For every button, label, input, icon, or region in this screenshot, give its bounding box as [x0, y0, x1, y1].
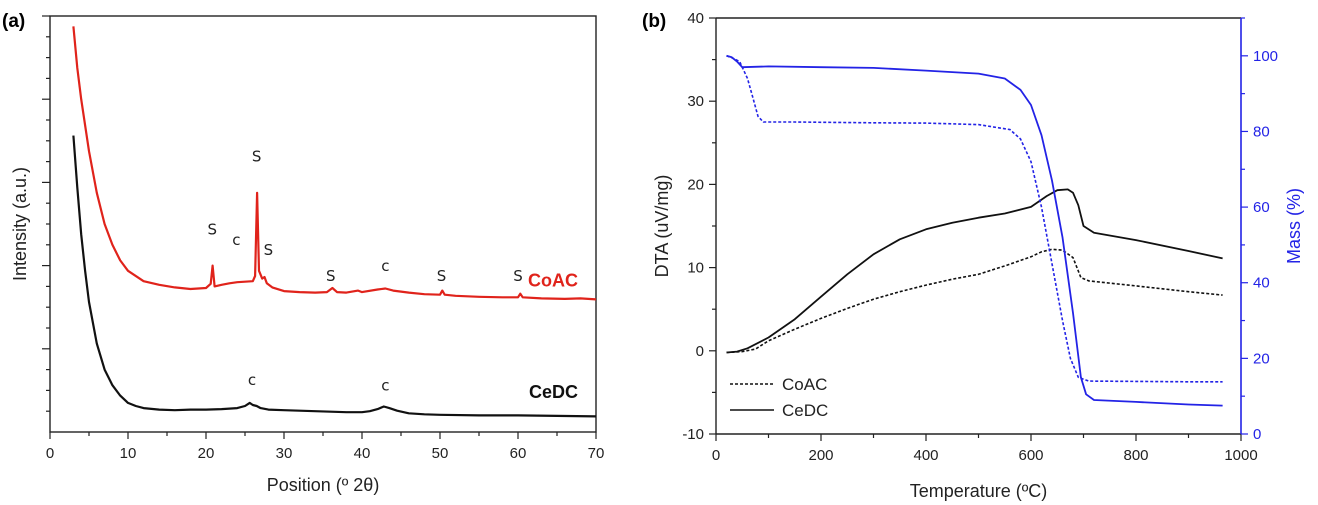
- x-tick-label: 60: [510, 445, 527, 462]
- chart-a: 0 10 20 30 40 50 60 70 Position (º 2θ) Intensity …: [10, 15, 605, 495]
- peak-label: c: [381, 376, 389, 394]
- chart-b: 0 200 400 600 800 1000-1001020304002040608010…: [652, 10, 1304, 501]
- peak-label: c: [248, 371, 256, 389]
- panel-label-b: (b): [642, 11, 666, 32]
- y2-tick-label: 40: [1253, 275, 1270, 292]
- x-tick-label: 10: [120, 445, 137, 462]
- series-label-cedc: CeDC: [529, 382, 578, 402]
- peak-label: S: [437, 267, 447, 285]
- x-tick-label: 0: [712, 447, 720, 464]
- peak-label: c: [381, 257, 389, 275]
- plot-frame-a: [49, 15, 597, 433]
- x-axis-label: Position (º 2θ): [267, 475, 380, 495]
- y-tick-label: 20: [687, 176, 704, 193]
- x-tick-label: 70: [588, 445, 605, 462]
- series-line-dta-coac: [726, 248, 1223, 354]
- peak-label: S: [326, 267, 336, 285]
- y2-tick-label: 0: [1253, 426, 1261, 443]
- y2-tick-label: 60: [1253, 199, 1270, 216]
- y-axis-label: DTA (uV/mg): [652, 175, 672, 278]
- y2-tick-label: 100: [1253, 48, 1278, 65]
- x-tick-label: 50: [432, 445, 449, 462]
- y-tick-label: 0: [696, 343, 704, 360]
- y-tick-label: 40: [687, 10, 704, 27]
- peak-label: c: [232, 231, 240, 249]
- y-tick-label: 10: [687, 260, 704, 277]
- x-tick-label: 30: [276, 445, 293, 462]
- x-tick-label: 800: [1123, 447, 1148, 464]
- legend-label-coac: CoAC: [782, 375, 827, 394]
- peak-label: S: [513, 267, 523, 285]
- peak-label: S: [207, 220, 217, 238]
- x-axis-label: Temperature (ºC): [910, 481, 1048, 501]
- series-line-mass-cedc: [726, 54, 1223, 407]
- peak-label: S: [252, 148, 262, 166]
- x-tick-label: 40: [354, 445, 371, 462]
- x-tick-label: 0: [46, 445, 54, 462]
- y2-axis-label: Mass (%): [1284, 188, 1304, 264]
- x-tick-label: 600: [1018, 447, 1043, 464]
- series-line-dta-cedc: [726, 188, 1223, 354]
- y-tick-label: -10: [682, 426, 704, 443]
- y2-tick-label: 20: [1253, 350, 1270, 367]
- series-line-cedc: [72, 135, 597, 418]
- x-tick-label: 200: [808, 447, 833, 464]
- x-tick-label: 400: [913, 447, 938, 464]
- series-label-coac: CoAC: [528, 270, 578, 290]
- y2-tick-label: 80: [1253, 123, 1270, 140]
- x-tick-label: 20: [198, 445, 215, 462]
- peak-label: S: [264, 241, 274, 259]
- legend-label-cedc: CeDC: [782, 401, 828, 420]
- panel-label-a: (a): [2, 11, 25, 32]
- x-tick-label: 1000: [1224, 447, 1257, 464]
- y-tick-label: 30: [687, 93, 704, 110]
- series-line-coac: [72, 26, 597, 301]
- y-axis-label: Intensity (a.u.): [10, 167, 30, 281]
